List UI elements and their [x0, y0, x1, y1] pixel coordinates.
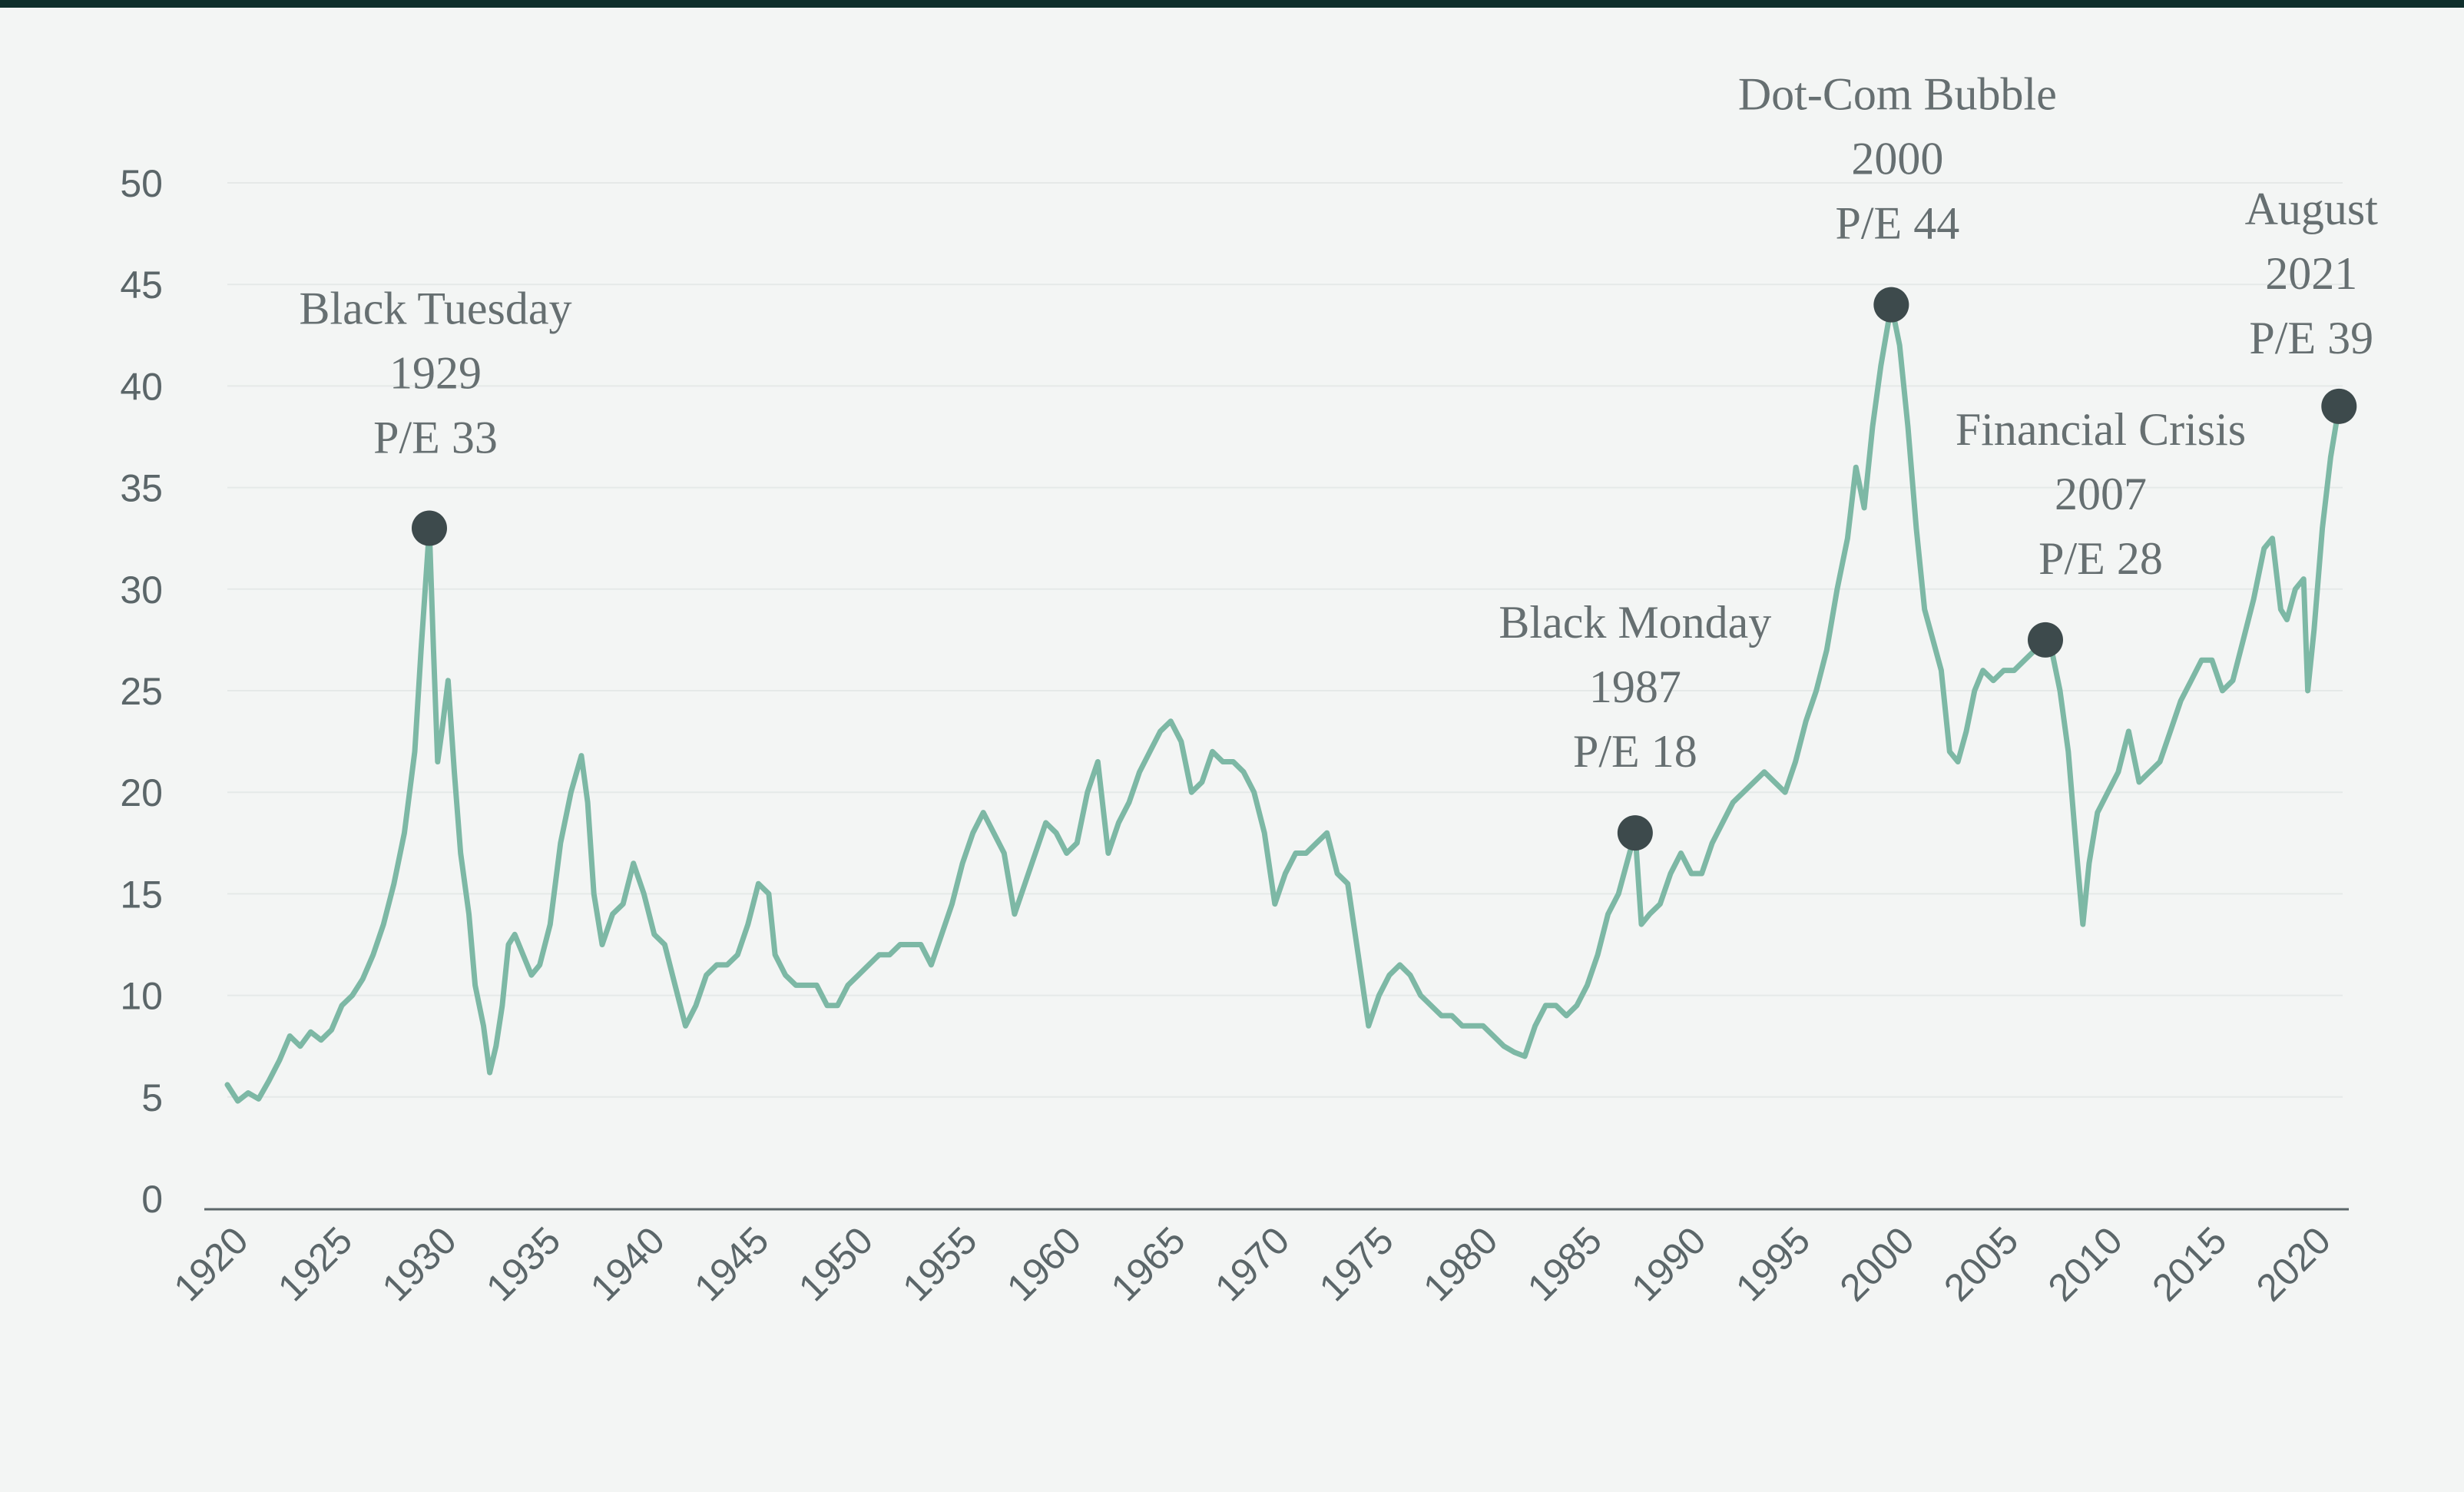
- x-tick-label: 1935: [478, 1218, 568, 1309]
- x-tick-label: 1920: [166, 1218, 257, 1309]
- annotation-label: P/E 28: [2038, 533, 2163, 584]
- x-tick-label: 1930: [374, 1218, 465, 1309]
- annotation-marker: [1873, 287, 1909, 323]
- x-tick-label: 1945: [686, 1218, 777, 1309]
- annotation-marker: [411, 510, 447, 546]
- pe-series-line: [224, 302, 2342, 1104]
- x-tick-label: 1995: [1727, 1218, 1818, 1309]
- x-axis-ticks: 1920 1925 1930 1935 1940 1945 1950 1955 1960 1965…: [166, 1218, 2340, 1309]
- annotation-label: P/E 44: [1836, 198, 1960, 249]
- annotation-marker: [1617, 815, 1653, 851]
- x-tick-label: 2010: [2040, 1218, 2131, 1309]
- annotation-marker: [2321, 388, 2357, 424]
- y-tick-label: 5: [141, 1076, 163, 1119]
- annotation-label: P/E 39: [2249, 313, 2373, 363]
- y-tick-label: 30: [120, 569, 163, 612]
- annotation-label: August: [2245, 184, 2379, 234]
- y-tick-label: 15: [120, 873, 163, 916]
- top-accent-bar: [0, 0, 2464, 8]
- y-tick-label: 35: [120, 467, 163, 510]
- annotation-label: Dot-Com Bubble: [1738, 69, 2057, 120]
- x-tick-label: 1970: [1207, 1218, 1297, 1309]
- x-tick-label: 1940: [582, 1218, 673, 1309]
- y-tick-label: 50: [120, 162, 163, 205]
- x-tick-label: 2005: [1936, 1218, 2026, 1309]
- y-tick-label: 0: [141, 1178, 163, 1221]
- y-tick-label: 40: [120, 365, 163, 408]
- x-tick-label: 1965: [1103, 1218, 1194, 1309]
- annotation-label: Financial Crisis: [1956, 404, 2246, 455]
- annotation-label: P/E 33: [373, 412, 498, 463]
- x-tick-label: 1960: [999, 1218, 1089, 1309]
- y-tick-label: 20: [120, 771, 163, 814]
- x-tick-label: 1925: [270, 1218, 360, 1309]
- y-axis-ticks: 0 5 10 15 20 25 30 35 40 45 50: [120, 162, 163, 1221]
- x-tick-label: 1985: [1519, 1218, 1610, 1309]
- annotation-label: 2007: [2055, 469, 2147, 519]
- grid-lines: [227, 182, 2343, 1098]
- annotation-label: P/E 18: [1573, 726, 1697, 777]
- annotation-label: Black Tuesday: [299, 283, 571, 333]
- x-tick-label: 1980: [1415, 1218, 1505, 1309]
- annotation-label: 2000: [1851, 134, 1943, 184]
- annotation-label: Black Monday: [1499, 597, 1771, 648]
- annotation-label: 2021: [2265, 248, 2357, 299]
- y-tick-label: 10: [120, 975, 163, 1018]
- x-tick-label: 2000: [1832, 1218, 1923, 1309]
- x-tick-label: 2020: [2248, 1218, 2339, 1309]
- x-tick-label: 1990: [1623, 1218, 1714, 1309]
- annotation-marker: [2027, 622, 2063, 658]
- y-tick-label: 25: [120, 670, 163, 713]
- x-tick-label: 1975: [1311, 1218, 1402, 1309]
- annotation-label: 1987: [1589, 661, 1681, 712]
- x-tick-label: 1950: [790, 1218, 881, 1309]
- annotation-label: 1929: [389, 347, 482, 398]
- x-tick-label: 2015: [2144, 1218, 2234, 1309]
- y-tick-label: 45: [120, 264, 163, 307]
- annotations: Black Tuesday 1929 P/E 33 Black Monday 1987 P…: [299, 69, 2379, 851]
- x-tick-label: 1955: [894, 1218, 985, 1309]
